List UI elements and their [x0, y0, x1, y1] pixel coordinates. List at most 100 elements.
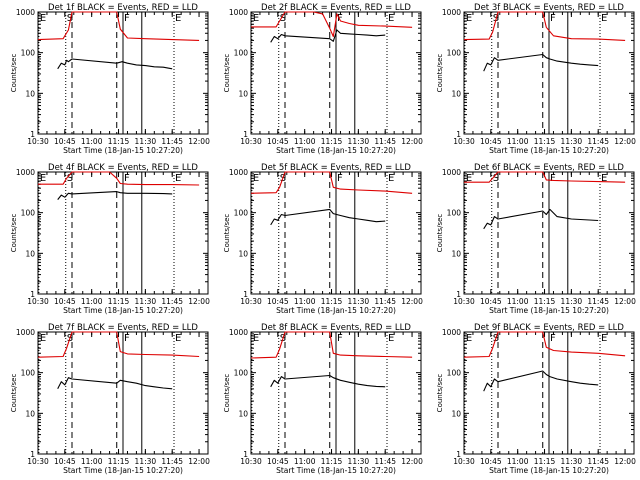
y-tick-label: 100: [234, 49, 249, 58]
y-tick-label: 1: [30, 450, 35, 459]
x-tick-label: 10:30: [453, 137, 475, 146]
y-tick-label: 1: [30, 290, 35, 299]
x-axis-title: Start Time (18-Jan-15 10:27:20): [489, 146, 609, 155]
x-tick-label: 10:45: [480, 457, 502, 466]
x-tick-label: 10:45: [480, 137, 502, 146]
y-tick-label: 10: [25, 409, 35, 418]
x-tick-label: 11:15: [108, 137, 130, 146]
marker-label: S: [67, 13, 73, 24]
y-axis-title: Counts/sec: [223, 214, 231, 253]
series-line-red: [250, 171, 413, 194]
marker-label: F: [337, 13, 343, 24]
x-tick-label: 11:15: [534, 457, 556, 466]
panel-title: Det 7f BLACK = Events, RED = LLD: [48, 323, 198, 333]
x-tick-label: 11:00: [294, 297, 316, 306]
y-tick-label: 1000: [229, 168, 248, 177]
series-line-red: [464, 171, 626, 183]
y-tick-label: 1000: [442, 8, 461, 17]
marker-label: F: [337, 173, 343, 184]
panel-title: Det 5f BLACK = Events, RED = LLD: [261, 163, 411, 173]
x-axis-title: Start Time (18-Jan-15 10:27:20): [276, 146, 396, 155]
y-tick-label: 1000: [229, 8, 248, 17]
series-line-black: [57, 191, 173, 200]
x-tick-label: 11:30: [561, 297, 583, 306]
marker-label: E: [466, 173, 472, 184]
series-line-black: [483, 370, 599, 392]
series-line-black: [270, 208, 386, 226]
panel-2: Det 2f BLACK = Events, RED = LLD 1 10 100 10…: [223, 3, 423, 155]
y-tick-label: 1: [243, 450, 248, 459]
y-tick-label: 10: [451, 89, 461, 98]
x-tick-label: 11:30: [561, 457, 583, 466]
x-tick-label: 12:00: [188, 137, 210, 146]
marker-label: E: [388, 13, 394, 24]
x-tick-label: 10:30: [453, 297, 475, 306]
y-tick-label: 100: [234, 369, 249, 378]
x-tick-label: 11:45: [587, 297, 609, 306]
marker-label: S: [280, 13, 286, 24]
marker-label: F: [550, 333, 556, 344]
marker-label: E: [601, 13, 607, 24]
x-tick-label: 12:00: [614, 137, 636, 146]
x-tick-label: 11:45: [374, 457, 396, 466]
panel-title: Det 6f BLACK = Events, RED = LLD: [474, 163, 624, 173]
x-tick-label: 11:30: [348, 457, 370, 466]
y-tick-label: 10: [238, 89, 248, 98]
marker-label: E: [40, 173, 46, 184]
y-tick-label: 10: [238, 249, 248, 258]
y-tick-label: 1000: [442, 168, 461, 177]
y-tick-label: 1000: [442, 328, 461, 337]
series-line-red: [463, 331, 626, 358]
x-tick-label: 11:00: [81, 457, 103, 466]
series-line-black: [483, 208, 599, 230]
x-tick-label: 10:45: [54, 137, 76, 146]
x-tick-label: 11:45: [161, 297, 183, 306]
x-tick-label: 10:30: [27, 297, 49, 306]
y-tick-label: 1: [30, 130, 35, 139]
x-tick-label: 11:15: [321, 137, 343, 146]
y-tick-label: 1000: [16, 328, 35, 337]
x-tick-label: 11:45: [587, 137, 609, 146]
x-tick-label: 11:15: [534, 297, 556, 306]
marker-label: E: [253, 333, 259, 344]
y-tick-label: 10: [25, 249, 35, 258]
panel-8: Det 8f BLACK = Events, RED = LLD 1 10 100 10…: [223, 323, 423, 475]
marker-label: E: [388, 173, 394, 184]
panel-4: Det 4f BLACK = Events, RED = LLD 1 10 100 10…: [10, 163, 210, 315]
y-tick-label: 1000: [16, 8, 35, 17]
x-tick-label: 11:15: [108, 457, 130, 466]
marker-label: E: [601, 173, 607, 184]
x-tick-label: 11:15: [321, 297, 343, 306]
y-axis-title: Counts/sec: [10, 214, 18, 253]
x-axis-title: Start Time (18-Jan-15 10:27:20): [63, 466, 183, 475]
series-line-red: [38, 171, 200, 186]
marker-label: E: [466, 333, 472, 344]
panel-9: Det 9f BLACK = Events, RED = LLD 1 10 100 10…: [436, 323, 636, 475]
x-tick-label: 10:30: [27, 137, 49, 146]
panel-7: Det 7f BLACK = Events, RED = LLD 1 10 100 10…: [10, 323, 210, 475]
x-tick-label: 11:45: [161, 137, 183, 146]
marker-label: E: [40, 13, 46, 24]
x-tick-label: 12:00: [188, 457, 210, 466]
y-axis-title: Counts/sec: [436, 214, 444, 253]
y-tick-label: 1: [243, 290, 248, 299]
marker-label: F: [124, 333, 130, 344]
y-tick-label: 100: [234, 209, 249, 218]
marker-label: E: [466, 13, 472, 24]
x-tick-label: 12:00: [614, 297, 636, 306]
x-tick-label: 10:30: [240, 297, 262, 306]
x-tick-label: 11:00: [294, 137, 316, 146]
marker-label: E: [40, 333, 46, 344]
y-tick-label: 10: [451, 409, 461, 418]
x-tick-label: 11:00: [294, 457, 316, 466]
y-tick-label: 100: [21, 209, 36, 218]
y-tick-label: 100: [21, 369, 36, 378]
y-tick-label: 1: [243, 130, 248, 139]
x-axis-title: Start Time (18-Jan-15 10:27:20): [63, 146, 183, 155]
series-line-black: [270, 29, 386, 43]
marker-label: E: [601, 333, 607, 344]
x-axis-title: Start Time (18-Jan-15 10:27:20): [489, 306, 609, 315]
x-tick-label: 10:30: [27, 457, 49, 466]
marker-label: F: [337, 333, 343, 344]
marker-label: E: [175, 13, 181, 24]
